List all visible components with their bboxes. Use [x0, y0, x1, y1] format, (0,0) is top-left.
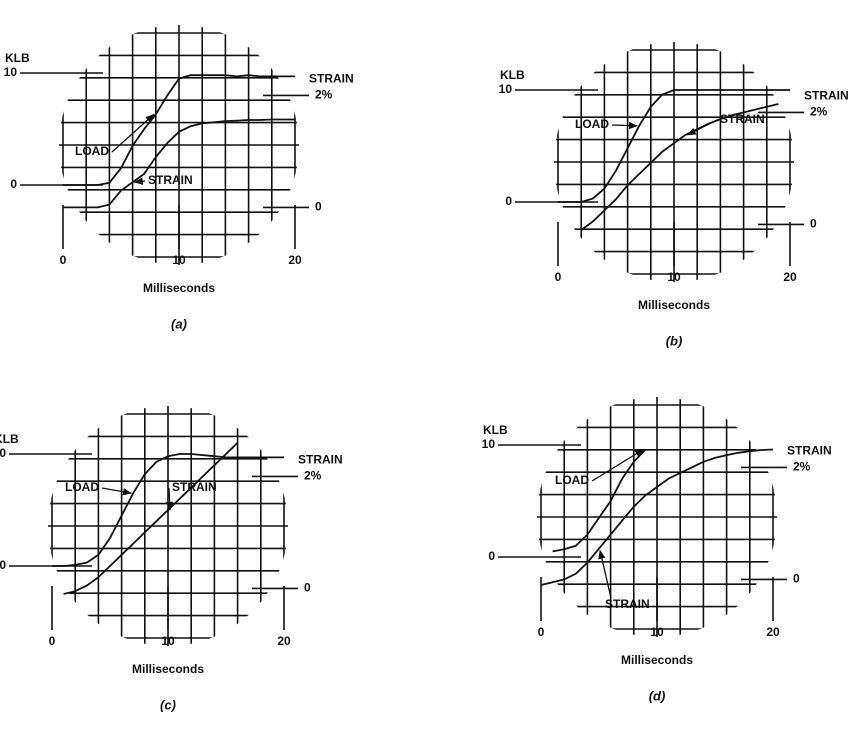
- y-tick-label: 10: [499, 82, 513, 96]
- panel: KLB 0 10 STRAIN 0 2% 0 10 20 Milliseconds (b) LOAD S…: [499, 28, 849, 349]
- y-tick-label: 0: [505, 194, 512, 208]
- series-label: LOAD: [555, 473, 589, 487]
- x-tick-label: 0: [49, 634, 56, 648]
- series-label: STRAIN: [172, 480, 217, 494]
- y2-tick-label: 0: [810, 217, 817, 231]
- y-tick-label: 0: [0, 558, 6, 572]
- x-tick-label: 10: [650, 625, 664, 639]
- y2-tick-label: 2%: [810, 105, 828, 119]
- x-tick-label: 10: [172, 253, 186, 267]
- caption: (a): [171, 316, 187, 331]
- x-axis-label: Milliseconds: [621, 653, 693, 667]
- x-tick-label: 20: [288, 253, 302, 267]
- y-tick-label: 0: [10, 177, 17, 191]
- x-tick-label: 20: [277, 634, 291, 648]
- panel: KLB 0 10 STRAIN 0 2% 0 10 20 Milliseconds (a) LOAD S…: [4, 11, 354, 332]
- y2-tick-label: 0: [793, 572, 800, 586]
- series-label: STRAIN: [605, 597, 650, 611]
- y2-axis-label: STRAIN: [298, 453, 343, 467]
- series-label: STRAIN: [720, 112, 765, 126]
- x-axis-label: Milliseconds: [132, 662, 204, 676]
- label-arrow: [592, 449, 643, 481]
- y-tick-label: 10: [0, 446, 6, 460]
- x-tick-label: 20: [783, 270, 797, 284]
- label-arrow: [688, 120, 717, 135]
- label-arrow: [612, 125, 637, 126]
- x-axis-label: Milliseconds: [638, 298, 710, 312]
- y2-axis-label: STRAIN: [804, 89, 849, 103]
- x-axis-label: Milliseconds: [143, 281, 215, 295]
- label-arrow: [102, 488, 131, 493]
- x-tick-label: 10: [161, 634, 175, 648]
- series-label: LOAD: [575, 117, 609, 131]
- y-axis-label: KLB: [483, 423, 508, 437]
- y-tick-label: 10: [482, 437, 496, 451]
- y2-tick-label: 2%: [315, 88, 333, 102]
- y2-tick-label: 2%: [793, 460, 811, 474]
- y-axis-label: KLB: [500, 68, 525, 82]
- trace: [553, 450, 646, 552]
- y-tick-label: 10: [4, 65, 18, 79]
- y-axis-label: KLB: [5, 51, 30, 65]
- label-arrow: [600, 551, 611, 598]
- label-arrow: [135, 181, 145, 182]
- series-label: LOAD: [75, 144, 109, 158]
- x-tick-label: 0: [555, 270, 562, 284]
- caption: (c): [160, 697, 176, 712]
- x-tick-label: 0: [538, 625, 545, 639]
- y-axis-label: KLB: [0, 432, 19, 446]
- y2-tick-label: 2%: [304, 469, 322, 483]
- y2-tick-label: 0: [315, 200, 322, 214]
- caption: (d): [649, 688, 666, 703]
- y2-axis-label: STRAIN: [309, 72, 354, 86]
- y2-tick-label: 0: [304, 581, 311, 595]
- caption: (b): [666, 333, 683, 348]
- y-tick-label: 0: [488, 549, 495, 563]
- label-arrow: [169, 488, 170, 510]
- y2-axis-label: STRAIN: [787, 444, 832, 458]
- x-tick-label: 20: [766, 625, 780, 639]
- x-tick-label: 10: [667, 270, 681, 284]
- figure: KLB010STRAIN02%01020Milliseconds(a)LOADS…: [0, 0, 864, 737]
- x-tick-label: 0: [60, 253, 67, 267]
- panel: KLB 0 10 STRAIN 0 2% 0 10 20 Milliseconds (c) LOAD S…: [0, 392, 343, 713]
- series-label: LOAD: [65, 480, 99, 494]
- series-label: STRAIN: [148, 173, 193, 187]
